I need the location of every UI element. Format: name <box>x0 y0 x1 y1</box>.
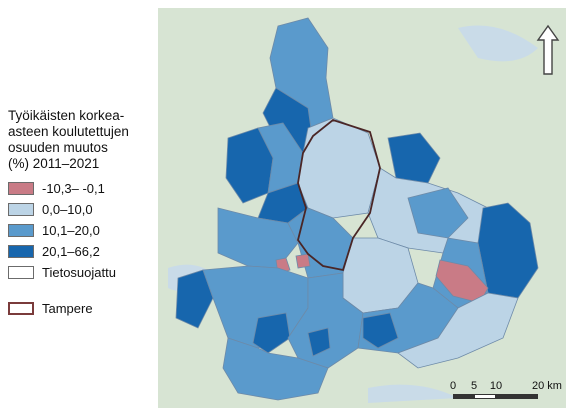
legend-label: 20,1–66,2 <box>42 244 100 259</box>
legend-item-tampere-boundary: Tampere <box>8 301 158 316</box>
region-high <box>362 312 399 349</box>
region-high <box>387 132 441 184</box>
legend-label: Tampere <box>42 301 93 316</box>
region-low <box>297 117 381 219</box>
region-high <box>307 327 331 357</box>
region-high <box>175 269 214 329</box>
scale-bar: 0 5 10 20 km <box>440 380 565 410</box>
legend-label: 0,0–10,0 <box>42 202 93 217</box>
region-negative <box>295 253 311 269</box>
legend-item-mid: 10,1–20,0 <box>8 220 158 241</box>
legend-title-line: asteen koulutettujen <box>8 124 129 139</box>
legend-title: Työikäisten korkea- asteen koulutettujen… <box>8 108 158 172</box>
legend-item-negative: -10,3– -0,1 <box>8 178 158 199</box>
legend-swatch <box>8 182 34 195</box>
legend-title-line: osuuden muutos <box>8 140 108 155</box>
legend-label: -10,3– -0,1 <box>42 181 105 196</box>
legend-swatch <box>8 266 34 279</box>
legend-label: 10,1–20,0 <box>42 223 100 238</box>
region-high <box>252 312 291 354</box>
lake <box>368 384 458 403</box>
legend-item-confidential: Tietosuojattu <box>8 262 158 283</box>
legend-item-low: 0,0–10,0 <box>8 199 158 220</box>
map-legend: Työikäisten korkea- asteen koulutettujen… <box>8 108 158 316</box>
legend-swatch <box>8 245 34 258</box>
legend-label: Tietosuojattu <box>42 265 116 280</box>
scale-tick-label: 5 <box>470 380 478 392</box>
choropleth-map <box>158 8 566 408</box>
scale-tick-label: 10 <box>489 380 503 392</box>
region-mid <box>287 272 364 369</box>
scale-tick-label: 20 km <box>532 380 562 392</box>
region-mid <box>407 187 469 239</box>
scale-tick-label: 0 <box>449 380 457 392</box>
region-mid <box>222 337 329 401</box>
legend-swatch <box>8 302 34 315</box>
lake <box>458 25 538 62</box>
region-low <box>397 292 519 369</box>
legend-title-line: Työikäisten korkea- <box>8 108 125 123</box>
scale-unit: km <box>547 380 562 392</box>
tampere-boundary <box>297 118 381 272</box>
legend-swatch <box>8 224 34 237</box>
region-mid <box>217 207 299 269</box>
legend-item-high: 20,1–66,2 <box>8 241 158 262</box>
legend-title-line: (%) 2011–2021 <box>8 156 100 171</box>
legend-swatch <box>8 203 34 216</box>
north-arrow-icon <box>536 24 560 75</box>
